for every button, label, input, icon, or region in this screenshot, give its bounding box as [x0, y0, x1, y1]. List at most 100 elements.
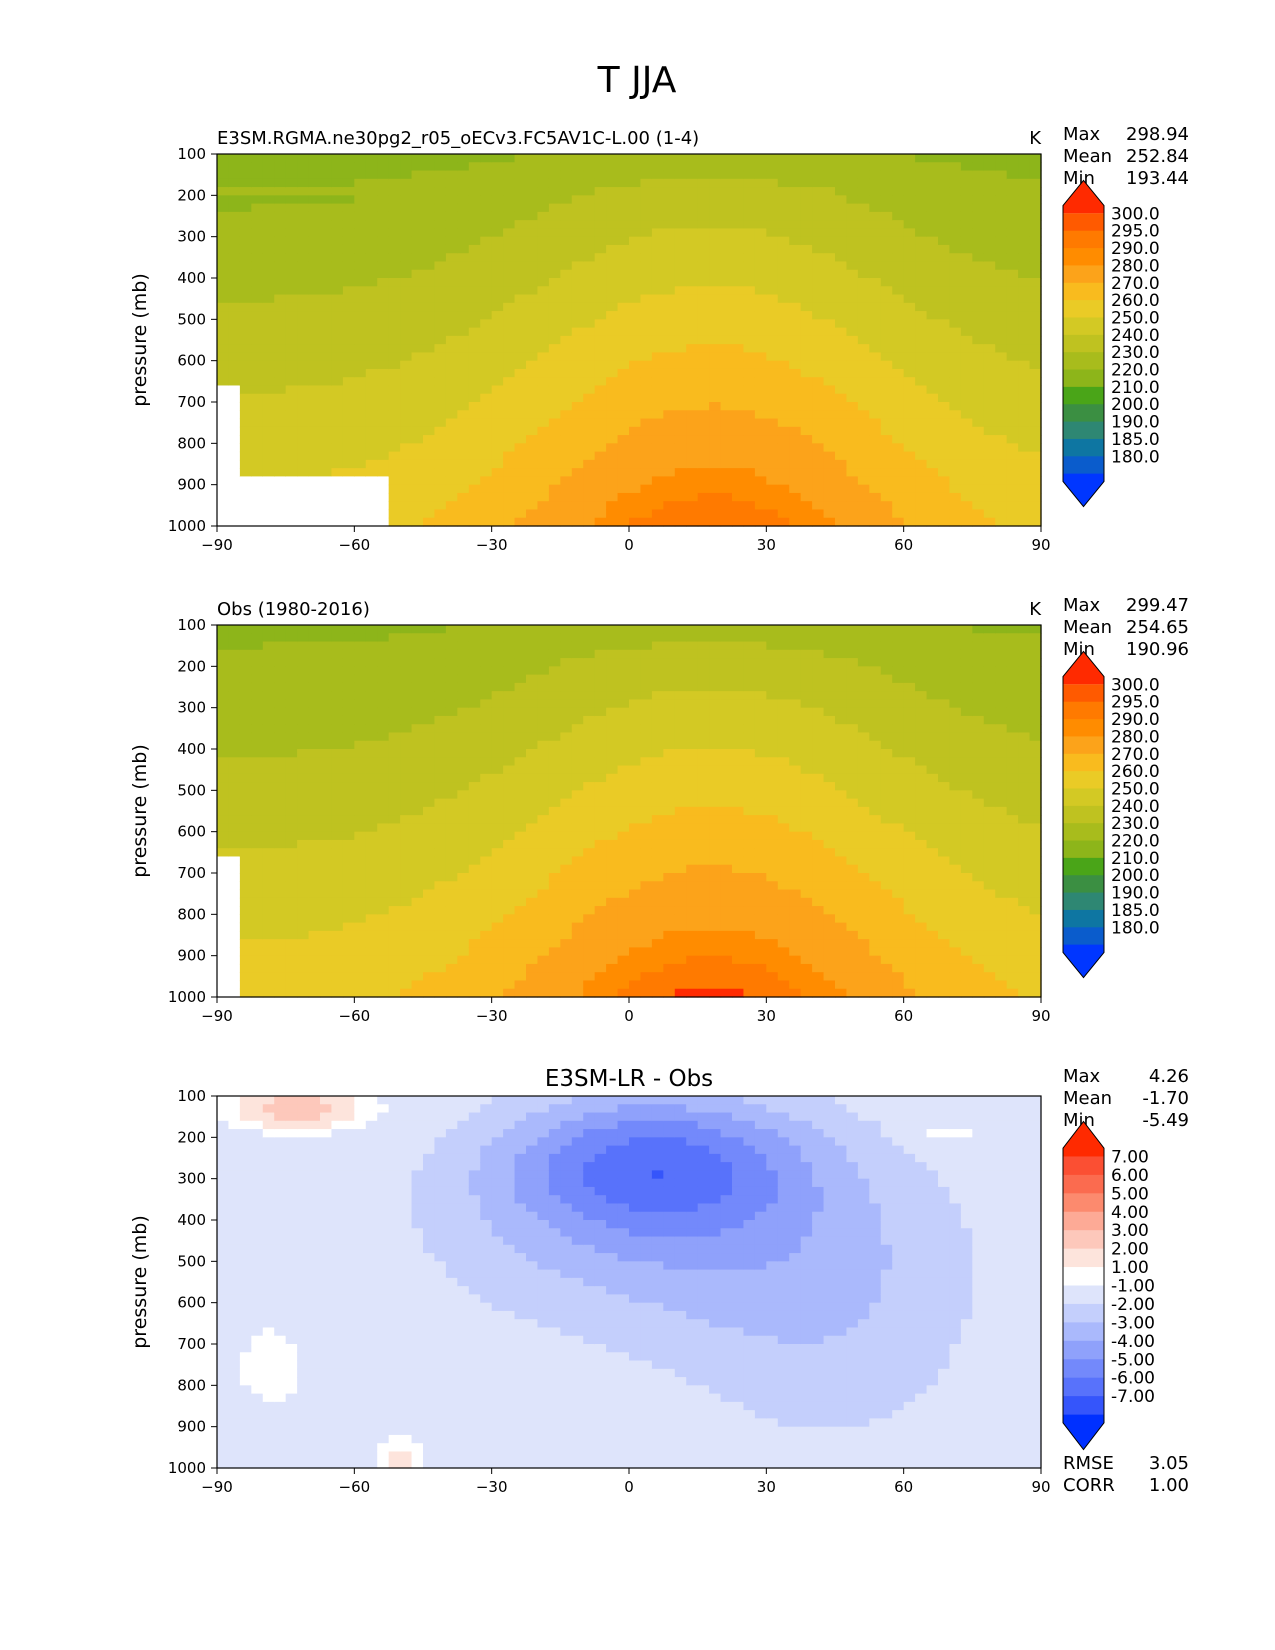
field-cell: [445, 220, 458, 229]
field-cell: [663, 162, 676, 172]
field-cell: [709, 236, 722, 246]
field-cell: [537, 691, 550, 700]
field-cell: [983, 459, 996, 469]
field-cell: [400, 187, 413, 196]
field-cell: [468, 806, 481, 816]
field-cell: [777, 220, 790, 229]
field-cell: [606, 261, 619, 271]
field-cell: [445, 261, 458, 271]
field-cell: [663, 418, 676, 428]
field-cell: [239, 765, 252, 775]
field-cell: [629, 162, 642, 172]
field-cell: [709, 385, 722, 395]
field-cell: [434, 773, 447, 783]
field-cell: [262, 244, 275, 254]
field-cell: [480, 377, 493, 387]
field-cell: [606, 178, 619, 188]
field-cell: [411, 666, 424, 676]
field-cell: [228, 154, 241, 163]
field-cell: [342, 815, 355, 824]
field-cell: [297, 897, 310, 907]
field-cell: [331, 790, 344, 800]
field-cell: [537, 649, 550, 659]
field-cell: [880, 269, 893, 279]
field-cell: [400, 220, 413, 229]
field-cell: [217, 393, 230, 403]
field-cell: [594, 914, 607, 924]
field-cell: [377, 335, 390, 345]
field-cell: [354, 947, 367, 957]
field-cell: [217, 972, 230, 982]
field-cell: [354, 468, 367, 477]
field-cell: [354, 435, 367, 444]
field-cell: [491, 385, 504, 395]
field-cell: [537, 848, 550, 858]
field-cell: [239, 269, 252, 279]
field-cell: [365, 666, 378, 676]
field-cell: [217, 939, 230, 948]
field-cell: [663, 211, 676, 221]
field-cell: [228, 633, 241, 643]
field-cell: [766, 344, 779, 353]
field-cell: [537, 732, 550, 742]
field-cell: [297, 418, 310, 428]
field-cell: [594, 203, 607, 213]
field-cell: [262, 344, 275, 353]
field-cell: [560, 740, 573, 750]
field-cell: [491, 939, 504, 948]
field-cell: [663, 187, 676, 196]
field-cell: [869, 385, 882, 395]
field-cell: [320, 162, 333, 172]
field-cell: [777, 311, 790, 320]
field-cell: [480, 244, 493, 254]
field-cell: [365, 162, 378, 172]
field-cell: [1006, 484, 1019, 494]
field-cell: [617, 873, 630, 882]
field-cell: [297, 914, 310, 924]
field-cell: [915, 162, 928, 172]
field-cell: [354, 906, 367, 915]
field-cell: [903, 468, 916, 477]
field-cell: [629, 236, 642, 246]
field-cell: [1029, 170, 1042, 180]
field-cell: [594, 674, 607, 684]
field-cell: [526, 773, 539, 783]
field-cell: [995, 344, 1008, 353]
field-cell: [617, 732, 630, 742]
field-cell: [308, 806, 321, 816]
field-cell: [777, 302, 790, 312]
field-cell: [983, 203, 996, 213]
field-cell: [560, 963, 573, 973]
field-cell: [274, 939, 287, 948]
field-cell: [594, 393, 607, 403]
field-cell: [388, 426, 401, 436]
field-cell: [526, 815, 539, 824]
field-cell: [606, 368, 619, 378]
field-cell: [320, 327, 333, 337]
field-cell: [617, 823, 630, 833]
field-cell: [480, 773, 493, 783]
x-tick-label: −60: [339, 536, 371, 554]
field-cell: [732, 410, 745, 420]
field-cell: [995, 377, 1008, 387]
field-cell: [663, 410, 676, 420]
field-cell: [503, 773, 516, 783]
field-cell: [869, 220, 882, 229]
field-cell: [411, 327, 424, 337]
field-cell: [365, 691, 378, 700]
field-cell: [629, 468, 642, 477]
field-cell: [354, 344, 367, 353]
field-cell: [606, 790, 619, 800]
field-cell: [297, 253, 310, 263]
field-cell: [297, 377, 310, 387]
field-cell: [880, 253, 893, 263]
field-cell: [846, 476, 859, 486]
field-cell: [423, 691, 436, 700]
field-cell: [938, 368, 951, 378]
field-cell: [239, 831, 252, 841]
field-cell: [926, 294, 939, 304]
field-cell: [377, 162, 390, 172]
field-cell: [503, 484, 516, 494]
field-cell: [491, 757, 504, 767]
field-cell: [331, 806, 344, 816]
